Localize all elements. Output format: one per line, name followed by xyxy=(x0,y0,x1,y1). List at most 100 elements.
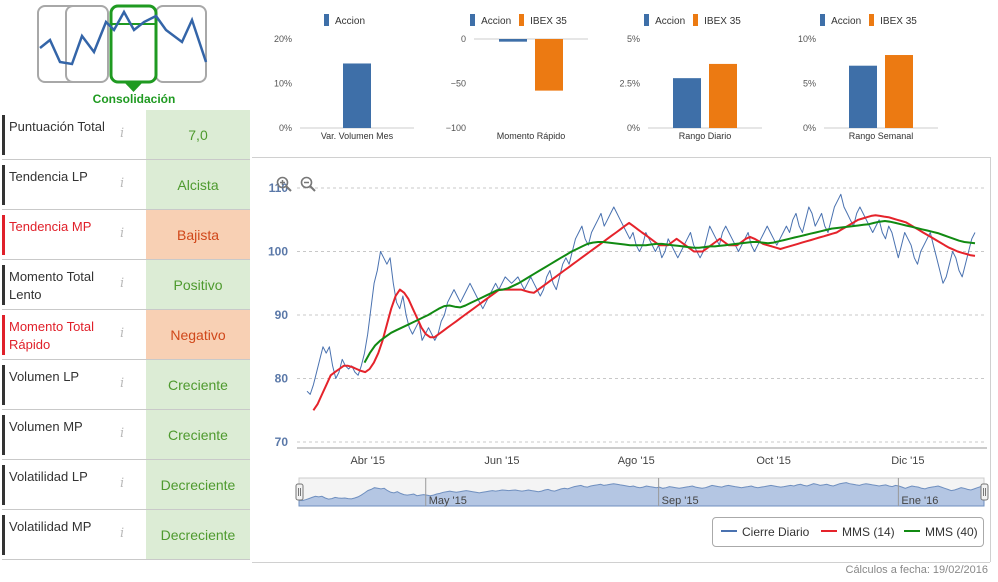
legend-item[interactable]: IBEX 35 xyxy=(693,14,741,27)
y-tick-label: 10% xyxy=(274,79,292,89)
category-label: Rango Diario xyxy=(679,131,732,141)
series-line-cierre-diario[interactable] xyxy=(306,193,976,395)
divider xyxy=(252,562,990,563)
bar-accion[interactable] xyxy=(673,78,701,128)
calculation-date: Cálculos a fecha: 19/02/2016 xyxy=(845,564,989,576)
indicator-value: Creciente xyxy=(146,410,250,460)
info-icon[interactable]: i xyxy=(120,226,125,241)
zoom-out-icon[interactable] xyxy=(300,176,316,192)
x-tick-label: Jun '15 xyxy=(484,455,519,467)
legend-item[interactable]: Accion xyxy=(644,14,685,27)
price-chart[interactable]: 70 80 90 100 110 Abr '15 Jun '15 Ago '15 Oct '15… xyxy=(252,158,990,562)
mini-chart-legend: Accion IBEX 35 xyxy=(610,14,775,27)
legend-swatch xyxy=(693,14,699,26)
indicator-marker xyxy=(2,215,5,255)
navigator-handle[interactable] xyxy=(980,483,989,501)
legend-item-mms14[interactable]: MMS (14) xyxy=(821,525,895,539)
indicator-row: Volatilidad LP i Decreciente xyxy=(2,460,250,510)
indicator-row: Tendencia MP i Bajista xyxy=(2,210,250,260)
indicator-row: Volumen MP i Creciente xyxy=(2,410,250,460)
bar-accion[interactable] xyxy=(343,63,371,128)
indicator-row: Puntuación Total i 7,0 xyxy=(2,110,250,160)
navigator-label: May '15 xyxy=(429,495,467,507)
y-tick-label: −100 xyxy=(446,123,466,133)
mini-chart-1: Accion IBEX 35 0 −50 −100 Momento Rápido xyxy=(436,8,601,148)
legend-swatch xyxy=(470,14,476,26)
legend-swatch xyxy=(323,14,329,26)
legend-item[interactable]: Accion xyxy=(323,14,365,27)
y-tick-label: 70 xyxy=(275,435,289,449)
series-line-mms-40[interactable] xyxy=(363,220,976,364)
legend-swatch xyxy=(820,14,826,26)
y-tick-label: 10% xyxy=(798,34,816,44)
y-tick-label: 90 xyxy=(275,308,289,322)
indicator-value: Positivo xyxy=(146,260,250,310)
navigator-handle[interactable] xyxy=(295,483,304,501)
bar-accion[interactable] xyxy=(499,39,527,42)
indicator-marker xyxy=(2,515,5,555)
indicator-label: Volatilidad MP xyxy=(9,519,92,534)
indicator-value: Negativo xyxy=(146,310,250,360)
navigator-label: Sep '15 xyxy=(662,495,699,507)
info-icon[interactable]: i xyxy=(120,376,125,391)
legend-label: Accion xyxy=(334,16,365,27)
divider xyxy=(252,157,990,158)
y-tick-label: 0 xyxy=(461,34,466,44)
category-label: Momento Rápido xyxy=(497,131,566,141)
series-line-mms-14[interactable] xyxy=(312,214,976,411)
indicator-value: 7,0 xyxy=(146,110,250,160)
y-tick-label: 0% xyxy=(803,123,816,133)
y-tick-label: 0% xyxy=(627,123,640,133)
bar-accion[interactable] xyxy=(849,65,877,128)
indicator-label: Volumen LP xyxy=(9,369,80,384)
bar-ibex-35[interactable] xyxy=(535,39,563,91)
legend-label: IBEX 35 xyxy=(530,16,567,27)
indicator-marker xyxy=(2,415,5,455)
info-icon[interactable]: i xyxy=(120,276,125,291)
legend-item[interactable]: IBEX 35 xyxy=(519,14,567,27)
zoom-in-icon[interactable] xyxy=(276,176,292,192)
indicator-value: Creciente xyxy=(146,360,250,410)
legend-swatch xyxy=(519,14,525,26)
indicator-label: Puntuación Total xyxy=(9,119,105,134)
indicator-marker xyxy=(2,265,5,305)
mini-chart-legend: Accion IBEX 35 xyxy=(786,14,951,27)
legend-item-cierre[interactable]: Cierre Diario xyxy=(721,525,809,539)
x-tick-label: Abr '15 xyxy=(350,455,385,467)
y-tick-label: 5% xyxy=(627,34,640,44)
logo-label: Consolidación xyxy=(93,92,176,106)
legend-item[interactable]: Accion xyxy=(470,14,511,27)
x-tick-label: Ago '15 xyxy=(618,455,655,467)
info-icon[interactable]: i xyxy=(120,176,125,191)
mini-chart-0: Accion 0% 10% 20% Var. Volumen Mes xyxy=(262,8,427,148)
info-icon[interactable]: i xyxy=(120,326,125,341)
indicator-list: Puntuación Total i 7,0 Tendencia LP i Alcista… xyxy=(2,110,250,560)
legend-swatch xyxy=(869,14,875,26)
info-icon[interactable]: i xyxy=(120,426,125,441)
mini-chart-2: Accion IBEX 35 0% 2.5% 5% Rango Diario xyxy=(610,8,775,148)
y-tick-label: 110 xyxy=(269,181,289,195)
indicator-row: Volatilidad MP i Decreciente xyxy=(2,510,250,560)
indicator-label: Volatilidad LP xyxy=(9,469,88,484)
mini-chart-legend: Accion IBEX 35 xyxy=(436,14,601,27)
indicator-marker xyxy=(2,115,5,155)
indicator-row: Momento Total Rápido i Negativo xyxy=(2,310,250,360)
legend-label: IBEX 35 xyxy=(880,16,917,27)
y-tick-label: 80 xyxy=(275,372,289,386)
info-icon[interactable]: i xyxy=(120,126,125,141)
info-icon[interactable]: i xyxy=(120,476,125,491)
legend-item[interactable]: IBEX 35 xyxy=(869,14,917,27)
indicator-value: Bajista xyxy=(146,210,250,260)
info-icon[interactable]: i xyxy=(120,526,125,541)
bar-ibex-35[interactable] xyxy=(885,55,913,128)
legend-item[interactable]: Accion xyxy=(820,14,861,27)
indicator-row: Volumen LP i Creciente xyxy=(2,360,250,410)
indicator-label: Tendencia MP xyxy=(9,219,92,234)
indicator-row: Momento Total Lento i Positivo xyxy=(2,260,250,310)
x-tick-label: Dic '15 xyxy=(891,455,924,467)
indicator-marker xyxy=(2,315,5,355)
indicator-label: Volumen MP xyxy=(9,419,83,434)
indicator-label: Tendencia LP xyxy=(9,169,88,184)
legend-item-mms40[interactable]: MMS (40) xyxy=(904,525,978,539)
bar-ibex-35[interactable] xyxy=(709,63,737,128)
